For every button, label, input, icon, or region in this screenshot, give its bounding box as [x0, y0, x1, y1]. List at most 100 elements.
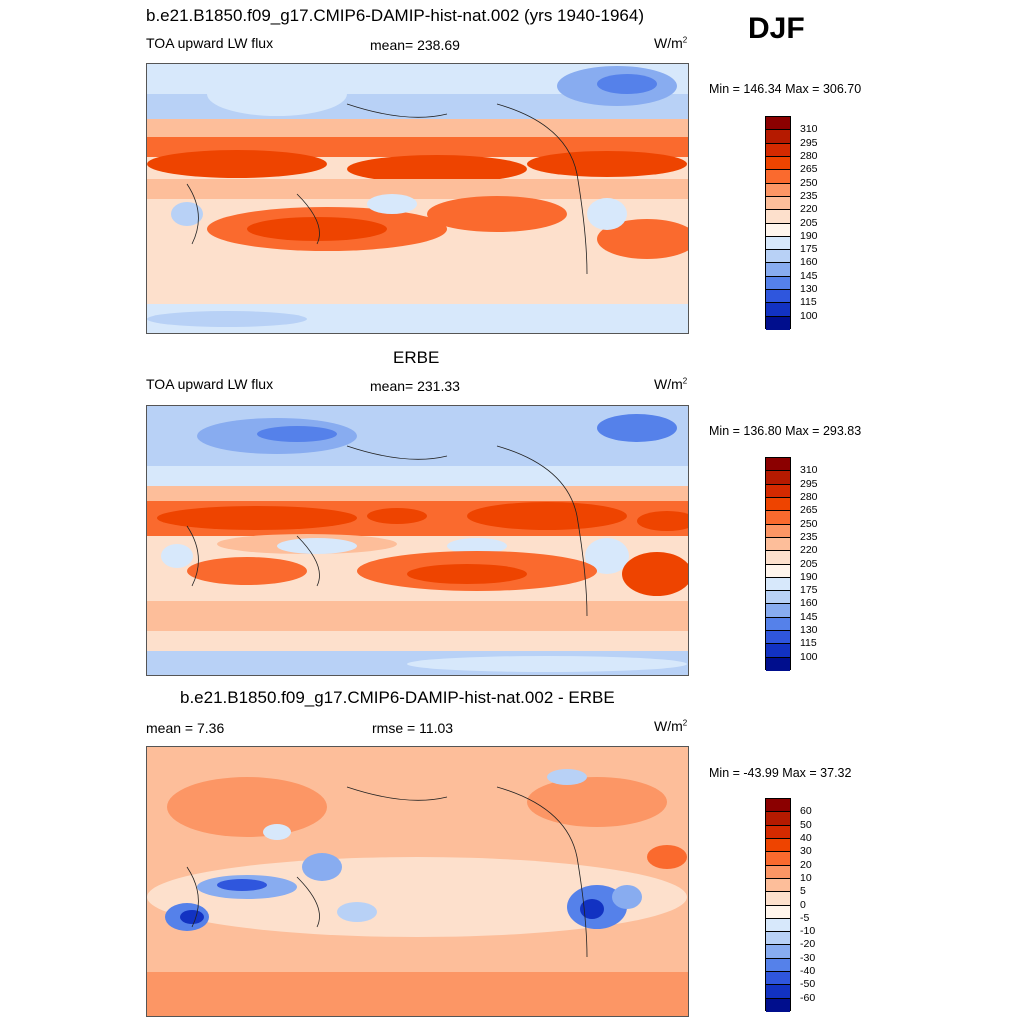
colorbar-tick-label: 265 — [800, 504, 818, 517]
colorbar-tick-label: 265 — [800, 163, 818, 176]
colorbar-segment — [766, 812, 790, 826]
colorbar-segment — [766, 972, 790, 986]
colorbar-tick-label: 175 — [800, 243, 818, 256]
panel-3-map — [146, 746, 689, 1017]
colorbar-segment — [766, 591, 790, 605]
panel-3-title: b.e21.B1850.f09_g17.CMIP6-DAMIP-hist-nat… — [180, 688, 615, 707]
colorbar-tick-label: 310 — [800, 123, 818, 136]
colorbar-segment — [766, 210, 790, 224]
panel-2-title: ERBE — [393, 348, 440, 367]
panel-2-colorbar — [765, 457, 791, 671]
colorbar-tick-label: -20 — [800, 938, 816, 951]
panel-1-units: W/m2 — [654, 35, 688, 51]
panel-1-variable-label: TOA upward LW flux — [146, 35, 274, 51]
colorbar-tick-label: 175 — [800, 584, 818, 597]
colorbar-tick-label: 145 — [800, 610, 818, 623]
colorbar-tick-label: 130 — [800, 624, 818, 637]
season-label: DJF — [748, 12, 805, 45]
panel-1-title: b.e21.B1850.f09_g17.CMIP6-DAMIP-hist-nat… — [146, 6, 644, 25]
panel-3-mean-label: mean = 7.36 — [146, 720, 225, 736]
colorbar-tick-label: 250 — [800, 176, 818, 189]
colorbar-tick-label: 190 — [800, 229, 818, 242]
colorbar-tick-label: 295 — [800, 477, 818, 490]
colorbar-segment — [766, 577, 790, 592]
colorbar-segment — [766, 170, 790, 184]
colorbar-tick-label: 235 — [800, 189, 818, 202]
colorbar-tick-label: -30 — [800, 951, 816, 964]
colorbar-tick-label: 205 — [800, 557, 818, 570]
colorbar-tick-label: 50 — [800, 818, 812, 831]
colorbar-segment — [766, 865, 790, 879]
panel-3-rmse-label: rmse = 11.03 — [372, 720, 454, 736]
colorbar-tick-label: 10 — [800, 871, 812, 884]
colorbar-segment — [766, 303, 790, 317]
colorbar-segment — [766, 644, 790, 658]
colorbar-segment — [766, 223, 790, 237]
panel-2-map — [146, 405, 689, 676]
colorbar-tick-label: 20 — [800, 858, 812, 871]
colorbar-segment — [766, 156, 790, 171]
colorbar-tick-label: 0 — [800, 898, 806, 911]
panel-3-colorbar — [765, 798, 791, 1012]
colorbar-segment — [766, 825, 790, 839]
colorbar-tick-label: 280 — [800, 149, 818, 162]
colorbar-segment — [766, 484, 790, 498]
colorbar-tick-label: 130 — [800, 283, 818, 296]
panel-3-units: W/m2 — [654, 718, 688, 734]
colorbar-tick-label: -50 — [800, 978, 816, 991]
colorbar-segment — [766, 130, 790, 144]
colorbar-tick-label: 100 — [800, 650, 818, 663]
colorbar-segment — [766, 905, 790, 919]
colorbar-segment — [766, 196, 790, 211]
colorbar-tick-label: 30 — [800, 845, 812, 858]
colorbar-tick-label: -10 — [800, 925, 816, 938]
colorbar-segment — [766, 985, 790, 999]
colorbar-segment — [766, 892, 790, 906]
colorbar-segment — [766, 852, 790, 866]
colorbar-segment — [766, 918, 790, 933]
colorbar-tick-label: -60 — [800, 991, 816, 1004]
colorbar-segment — [766, 143, 790, 157]
colorbar-tick-label: 235 — [800, 530, 818, 543]
colorbar-tick-label: 115 — [800, 296, 817, 309]
colorbar-tick-label: 100 — [800, 309, 818, 322]
colorbar-segment — [766, 117, 790, 131]
colorbar-segment — [766, 524, 790, 538]
colorbar-tick-label: 250 — [800, 517, 818, 530]
colorbar-segment — [766, 564, 790, 578]
colorbar-tick-label: 220 — [800, 544, 818, 557]
colorbar-tick-label: 280 — [800, 490, 818, 503]
colorbar-segment — [766, 617, 790, 632]
colorbar-segment — [766, 945, 790, 959]
colorbar-segment — [766, 838, 790, 853]
colorbar-segment — [766, 537, 790, 552]
colorbar-tick-label: 60 — [800, 805, 812, 818]
colorbar-tick-label: 205 — [800, 216, 818, 229]
panel-1-minmax: Min = 146.34 Max = 306.70 — [709, 82, 862, 96]
panel-1-colorbar — [765, 116, 791, 330]
colorbar-segment — [766, 958, 790, 973]
colorbar-segment — [766, 631, 790, 645]
panel-2-units: W/m2 — [654, 376, 688, 392]
colorbar-tick-label: 160 — [800, 256, 818, 269]
colorbar-tick-label: 5 — [800, 885, 806, 898]
colorbar-tick-label: 295 — [800, 136, 818, 149]
colorbar-segment — [766, 290, 790, 304]
colorbar-segment — [766, 551, 790, 565]
colorbar-tick-label: -5 — [800, 911, 810, 924]
panel-2-mean-label: mean= 231.33 — [370, 378, 460, 394]
panel-2-variable-label: TOA upward LW flux — [146, 376, 274, 392]
colorbar-tick-label: 145 — [800, 269, 818, 282]
colorbar-tick-label: 220 — [800, 203, 818, 216]
colorbar-tick-label: 310 — [800, 464, 818, 477]
colorbar-segment — [766, 604, 790, 618]
colorbar-segment — [766, 316, 790, 330]
panel-1-map — [146, 63, 689, 334]
colorbar-segment — [766, 511, 790, 525]
colorbar-segment — [766, 497, 790, 512]
colorbar-segment — [766, 183, 790, 197]
colorbar-tick-label: 160 — [800, 597, 818, 610]
colorbar-segment — [766, 932, 790, 946]
colorbar-segment — [766, 263, 790, 277]
colorbar-tick-label: 190 — [800, 570, 818, 583]
